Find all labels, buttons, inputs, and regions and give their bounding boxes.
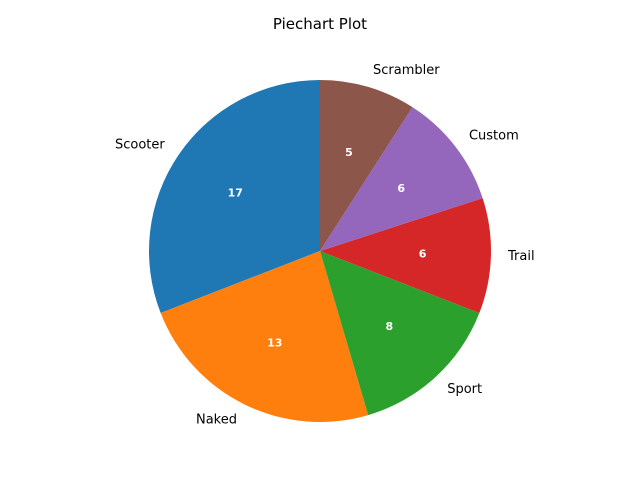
slice-label-scooter: Scooter <box>115 137 165 152</box>
slice-label-trail: Trail <box>507 249 535 264</box>
pie-slice-custom <box>320 107 483 251</box>
pie-slices <box>148 80 491 423</box>
value-label-naked: 13 <box>267 337 282 350</box>
pie-slice-scrambler <box>320 80 413 251</box>
pie-labels: Scooter 17 Naked 13 Sport 8 Trail 6 Custom 6 Scram… <box>115 63 535 427</box>
pie-slice-scooter <box>148 80 320 314</box>
slice-label-scrambler: Scrambler <box>373 63 440 78</box>
chart-title: Piechart Plot <box>273 15 367 33</box>
value-label-custom: 6 <box>397 182 405 195</box>
value-label-scrambler: 5 <box>345 146 353 159</box>
slice-label-naked: Naked <box>196 412 237 427</box>
pie-slice-sport <box>320 251 480 416</box>
value-label-trail: 6 <box>419 247 427 260</box>
pie-slice-trail <box>320 198 491 314</box>
pie-slice-naked <box>160 251 369 423</box>
slice-label-sport: Sport <box>447 382 482 397</box>
slice-label-custom: Custom <box>469 129 519 144</box>
value-label-scooter: 17 <box>228 187 243 200</box>
value-label-sport: 8 <box>386 320 394 333</box>
